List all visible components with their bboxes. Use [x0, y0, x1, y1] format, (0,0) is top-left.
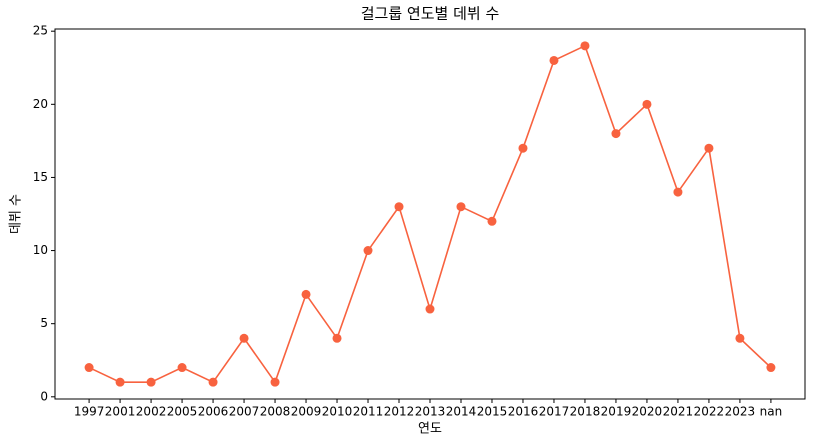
data-point: [456, 202, 466, 212]
x-tick-label: 1997: [74, 405, 105, 419]
x-tick-label: 2015: [477, 405, 508, 419]
data-point: [580, 41, 590, 51]
x-tick-label: 2011: [353, 405, 384, 419]
data-point: [363, 246, 373, 256]
data-point: [177, 363, 187, 373]
y-tick-label: 0: [40, 389, 48, 403]
y-tick-label: 20: [33, 97, 48, 111]
x-tick-label: 2017: [539, 405, 570, 419]
data-point: [611, 129, 621, 139]
data-point: [84, 363, 94, 373]
x-tick-label: 2016: [508, 405, 539, 419]
x-tick-label: 2022: [694, 405, 725, 419]
data-point: [301, 289, 311, 299]
y-axis-label: 데뷔 수: [9, 194, 24, 234]
x-tick-label: 2005: [167, 405, 198, 419]
data-point: [735, 333, 745, 343]
x-tick-label: 2023: [725, 405, 756, 419]
y-tick-label: 5: [40, 316, 48, 330]
x-axis-label: 연도: [418, 422, 442, 437]
x-tick-label: 2002: [136, 405, 167, 419]
data-point: [208, 377, 218, 387]
x-tick-label: 2019: [601, 405, 632, 419]
data-point: [425, 304, 435, 314]
x-tick-label: 2007: [229, 405, 260, 419]
y-tick-label: 25: [33, 24, 48, 38]
x-tick-label: 2008: [260, 405, 291, 419]
x-tick-label: 2006: [198, 405, 229, 419]
y-tick-label: 15: [33, 170, 48, 184]
x-tick-label: 2010: [322, 405, 353, 419]
x-tick-label: 2014: [446, 405, 477, 419]
chart-title: 걸그룹 연도별 데뷔 수: [361, 5, 500, 23]
x-tick-label: 2012: [384, 405, 415, 419]
data-point: [332, 333, 342, 343]
x-tick-label: 2009: [291, 405, 322, 419]
data-point: [487, 216, 497, 226]
data-point: [394, 202, 404, 212]
x-tick-label: 2001: [105, 405, 136, 419]
data-point: [518, 143, 528, 153]
y-tick-label: 10: [33, 243, 48, 257]
x-tick-label: 2021: [663, 405, 694, 419]
x-tick-label: 2018: [570, 405, 601, 419]
data-point: [673, 187, 683, 197]
data-point: [239, 333, 249, 343]
x-tick-label: 2020: [632, 405, 663, 419]
data-point: [549, 55, 559, 65]
data-point: [704, 143, 714, 153]
data-point: [766, 363, 776, 373]
data-point: [146, 377, 156, 387]
data-point: [115, 377, 125, 387]
x-tick-label: 2013: [415, 405, 446, 419]
x-tick-label: nan: [760, 405, 783, 419]
data-point: [270, 377, 280, 387]
data-point: [642, 99, 652, 109]
